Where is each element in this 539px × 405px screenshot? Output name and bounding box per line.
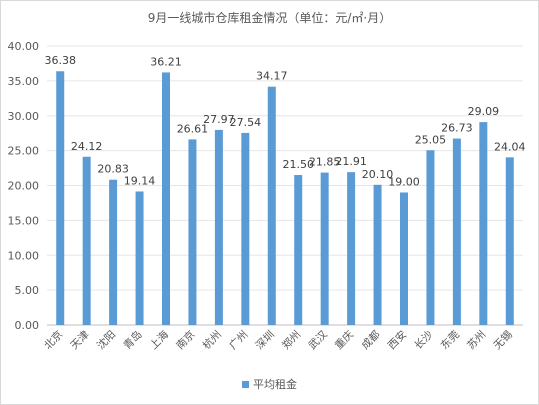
legend: 平均租金 bbox=[0, 376, 539, 392]
y-tick-label: 40.00 bbox=[8, 40, 40, 53]
data-label: 36.21 bbox=[150, 55, 182, 68]
bar-3 bbox=[109, 179, 118, 325]
x-tick-label: 武汉 bbox=[306, 328, 330, 352]
bar-5 bbox=[162, 72, 170, 326]
data-label: 27.97 bbox=[203, 113, 235, 126]
data-label: 24.04 bbox=[494, 140, 526, 153]
x-tick-label: 广州 bbox=[227, 329, 250, 352]
bar-16 bbox=[452, 138, 461, 325]
data-label: 27.54 bbox=[230, 116, 262, 129]
bar-15 bbox=[426, 150, 435, 325]
x-tick-label: 北京 bbox=[41, 328, 65, 352]
bar-10 bbox=[294, 175, 303, 325]
x-tick-label: 苏州 bbox=[464, 328, 488, 352]
bar-8 bbox=[241, 132, 250, 325]
data-label: 20.10 bbox=[362, 168, 394, 181]
y-tick-label: 30.00 bbox=[8, 110, 40, 123]
data-label: 19.14 bbox=[124, 174, 156, 187]
bar-6 bbox=[188, 139, 197, 325]
bar-1 bbox=[56, 71, 65, 325]
data-label: 26.61 bbox=[177, 122, 209, 135]
data-label: 21.50 bbox=[282, 158, 314, 171]
bar-12 bbox=[347, 172, 356, 325]
bar-11 bbox=[320, 172, 329, 325]
data-label: 19.00 bbox=[388, 175, 420, 188]
data-label: 36.38 bbox=[44, 54, 76, 67]
data-label: 21.91 bbox=[335, 155, 367, 168]
bar-14 bbox=[400, 192, 408, 325]
bar-4 bbox=[135, 191, 144, 325]
x-tick-label: 杭州 bbox=[200, 328, 224, 352]
bar-7 bbox=[214, 129, 223, 325]
x-tick-label: 深圳 bbox=[254, 329, 277, 352]
y-tick-label: 25.00 bbox=[8, 145, 40, 158]
x-tick-label: 长沙 bbox=[412, 328, 436, 352]
bar-18 bbox=[505, 157, 514, 325]
x-tick-label: 重庆 bbox=[332, 328, 356, 352]
chart-title: 9月一线城市仓库租金情况（单位：元/㎡·月） bbox=[147, 11, 392, 25]
bar-17 bbox=[479, 122, 488, 325]
data-label: 34.17 bbox=[256, 70, 288, 83]
legend-label: 平均租金 bbox=[253, 378, 297, 391]
x-tick-label: 西安 bbox=[385, 328, 409, 352]
x-tick-label: 东莞 bbox=[438, 328, 462, 352]
data-label: 24.12 bbox=[71, 140, 103, 153]
data-label: 29.09 bbox=[468, 105, 500, 118]
data-label: 21.85 bbox=[309, 156, 341, 169]
x-tick-label: 上海 bbox=[147, 328, 171, 352]
x-tick-label: 沈阳 bbox=[94, 328, 118, 352]
x-tick-label: 天津 bbox=[68, 328, 92, 352]
y-tick-label: 5.00 bbox=[15, 284, 40, 297]
y-tick-label: 10.00 bbox=[8, 249, 40, 262]
y-tick-label: 35.00 bbox=[8, 75, 40, 88]
x-tick-label: 南京 bbox=[174, 328, 198, 352]
x-tick-label: 成都 bbox=[359, 328, 383, 352]
data-label: 26.73 bbox=[441, 122, 473, 135]
bar-9 bbox=[267, 86, 276, 326]
x-tick-label: 郑州 bbox=[279, 328, 303, 352]
bar-13 bbox=[373, 184, 382, 325]
x-tick-label: 青岛 bbox=[121, 328, 145, 352]
bar-2 bbox=[82, 156, 91, 325]
y-tick-label: 0.00 bbox=[15, 319, 40, 332]
data-label: 20.83 bbox=[97, 163, 129, 176]
y-tick-label: 15.00 bbox=[8, 214, 40, 227]
legend-swatch bbox=[242, 380, 249, 388]
data-label: 25.05 bbox=[415, 133, 447, 146]
y-tick-label: 20.00 bbox=[8, 180, 40, 193]
x-tick-label: 无锡 bbox=[491, 328, 515, 352]
